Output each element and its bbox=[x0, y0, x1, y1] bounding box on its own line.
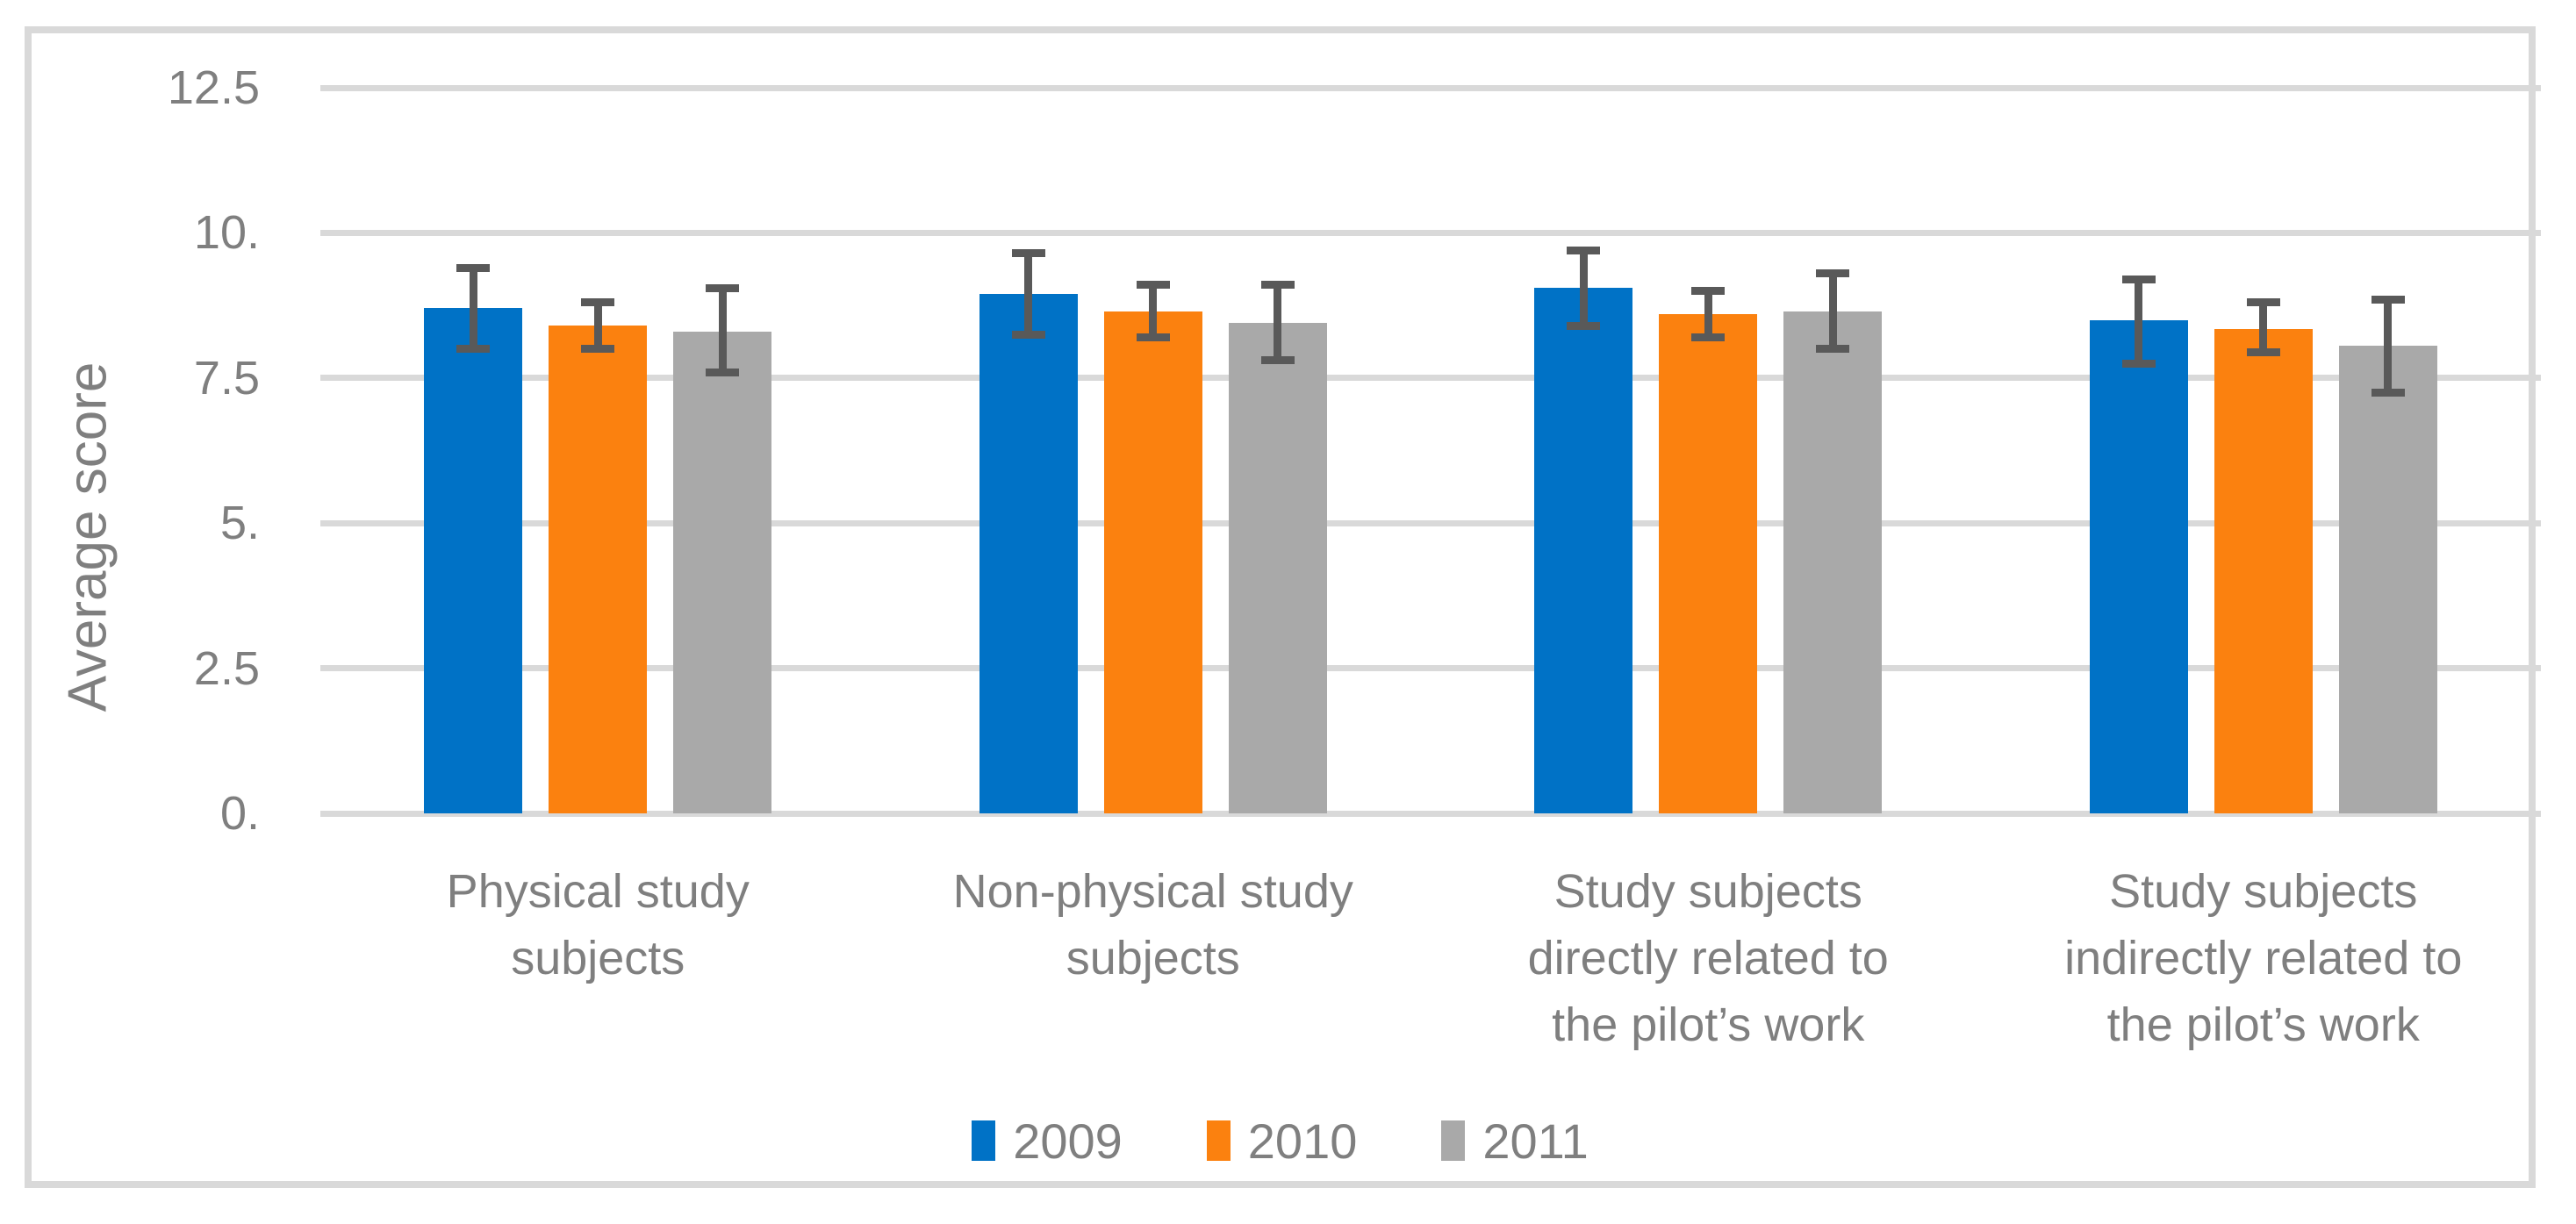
bar-2010-category-4 bbox=[2214, 328, 2313, 813]
legend-item-2010: 2010 bbox=[1206, 1113, 1358, 1170]
error-bar-cap bbox=[2371, 295, 2405, 304]
error-bar-stem bbox=[1149, 284, 1158, 338]
bar-2009-category-3 bbox=[1534, 288, 1633, 813]
category-label: Non-physical study subjects bbox=[952, 865, 1353, 984]
error-bar-cap bbox=[456, 263, 491, 272]
bar-2010-category-2 bbox=[1103, 311, 1202, 813]
error-bar-stem bbox=[2384, 299, 2393, 393]
error-bar-stem bbox=[1024, 253, 1033, 335]
error-bar-stem bbox=[1274, 284, 1282, 361]
bar-2011-category-3 bbox=[1783, 311, 1883, 813]
y-tick-label: 2.5 bbox=[193, 641, 260, 695]
gridline bbox=[320, 375, 2541, 382]
y-tick-label: 0. bbox=[219, 787, 260, 840]
error-bar-cap bbox=[1567, 321, 1601, 330]
error-bar-stem bbox=[718, 288, 727, 373]
error-bar-cap bbox=[2121, 275, 2156, 283]
error-bar-stem bbox=[1704, 290, 1712, 338]
error-bar-cap bbox=[2246, 347, 2280, 356]
y-tick-label: 5. bbox=[219, 497, 260, 550]
bar-2011-category-1 bbox=[673, 331, 772, 813]
error-bar-stem bbox=[2259, 302, 2268, 353]
legend-item-2009: 2009 bbox=[972, 1113, 1123, 1170]
bar-2010-category-1 bbox=[549, 326, 648, 813]
category-label: Study subjects directly related to the pil… bbox=[1527, 865, 1889, 1051]
category-label: Study subjects indirectly related to the p… bbox=[2064, 865, 2463, 1051]
gridline bbox=[320, 665, 2541, 672]
error-bar-cap bbox=[1816, 269, 1850, 278]
error-bar-cap bbox=[706, 283, 740, 292]
error-bar-cap bbox=[1691, 333, 1726, 341]
legend: 2009 2010 2011 bbox=[25, 1099, 2536, 1183]
gridline bbox=[320, 84, 2541, 91]
y-tick-label: 7.5 bbox=[193, 351, 260, 404]
bar-2011-category-4 bbox=[2338, 346, 2437, 813]
gridline bbox=[320, 810, 2541, 817]
error-bar-stem bbox=[1579, 250, 1588, 326]
y-axis: 0. 2.5 5. 7.5 10. 12.5 bbox=[0, 61, 272, 840]
legend-label: 2011 bbox=[1482, 1113, 1589, 1169]
legend-item-2011: 2011 bbox=[1441, 1113, 1589, 1170]
category-label: Physical study subjects bbox=[446, 865, 750, 984]
error-bar-cap bbox=[1136, 333, 1170, 341]
error-bar-cap bbox=[2246, 298, 2280, 307]
bar-2009-category-4 bbox=[2089, 319, 2188, 813]
legend-label: 2010 bbox=[1247, 1113, 1358, 1169]
error-bar-stem bbox=[593, 302, 602, 349]
bar-2009-category-1 bbox=[424, 308, 523, 813]
error-bar-stem bbox=[2135, 279, 2143, 364]
error-bar-cap bbox=[1567, 246, 1601, 254]
legend-swatch-2010 bbox=[1206, 1120, 1231, 1161]
error-bar-cap bbox=[1260, 281, 1295, 290]
plot-area bbox=[320, 84, 2541, 817]
error-bar-cap bbox=[1816, 345, 1850, 354]
error-bar-cap bbox=[1691, 287, 1726, 296]
error-bar-cap bbox=[2121, 359, 2156, 368]
y-tick-label: 12.5 bbox=[167, 61, 260, 114]
gridline bbox=[320, 229, 2541, 236]
error-bar-cap bbox=[1260, 356, 1295, 365]
bar-2009-category-2 bbox=[979, 293, 1078, 813]
y-tick-label: 10. bbox=[193, 206, 260, 260]
error-bar-cap bbox=[1011, 249, 1045, 258]
error-bar-cap bbox=[706, 368, 740, 376]
error-bar-cap bbox=[581, 298, 615, 307]
bar-2011-category-2 bbox=[1228, 322, 1327, 813]
error-bar-stem bbox=[469, 268, 477, 349]
error-bar-cap bbox=[456, 345, 491, 354]
error-bar-stem bbox=[1828, 273, 1837, 349]
error-bar-cap bbox=[2371, 388, 2405, 397]
error-bar-cap bbox=[1136, 281, 1170, 290]
legend-swatch-2011 bbox=[1441, 1120, 1466, 1161]
error-bar-cap bbox=[1011, 330, 1045, 339]
legend-label: 2009 bbox=[1013, 1113, 1123, 1169]
error-bar-cap bbox=[581, 345, 615, 354]
bar-2010-category-3 bbox=[1659, 314, 1758, 813]
gridline bbox=[320, 519, 2541, 526]
legend-swatch-2009 bbox=[972, 1120, 996, 1161]
